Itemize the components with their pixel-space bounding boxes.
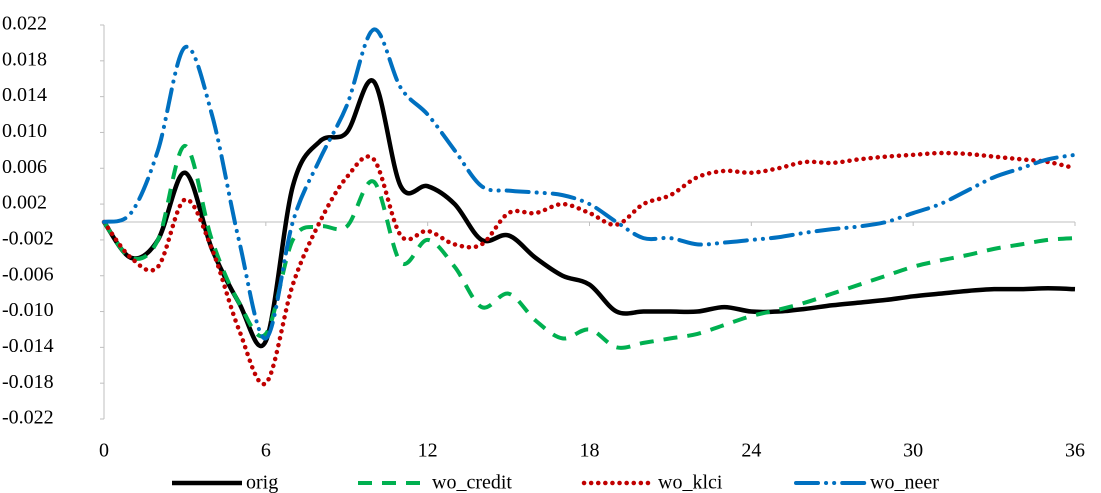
y-tick-label: -0.002 [2, 228, 54, 250]
y-tick-label: 0.002 [2, 192, 47, 214]
x-tick-label: 12 [418, 440, 438, 462]
x-tick-label: 30 [903, 440, 923, 462]
y-tick-label: -0.022 [2, 407, 54, 429]
series-line [101, 150, 1078, 387]
y-tick-label: 0.014 [2, 84, 47, 106]
series-line [102, 78, 1076, 349]
y-tick-label: 0.006 [2, 156, 47, 178]
legend-label: wo_neer [870, 472, 939, 493]
y-tick-label: -0.014 [2, 335, 54, 357]
y-tick-label: -0.006 [2, 263, 54, 285]
legend-label: wo_credit [432, 472, 512, 493]
x-tick-label: 36 [1065, 440, 1085, 462]
y-tick-label: -0.010 [2, 299, 54, 321]
legend-label: orig [246, 472, 278, 493]
x-tick-label: 0 [99, 440, 109, 462]
y-tick-label: 0.018 [2, 48, 47, 70]
x-tick-label: 6 [261, 440, 271, 462]
x-tick-label: 18 [580, 440, 600, 462]
x-tick-label: 24 [741, 440, 761, 462]
series-line [102, 27, 1077, 341]
legend-label: wo_klci [658, 472, 723, 493]
y-tick-label: 0.022 [2, 13, 47, 35]
y-tick-label: 0.010 [2, 120, 47, 142]
series-line [102, 143, 1076, 350]
y-tick-label: -0.018 [2, 371, 54, 393]
